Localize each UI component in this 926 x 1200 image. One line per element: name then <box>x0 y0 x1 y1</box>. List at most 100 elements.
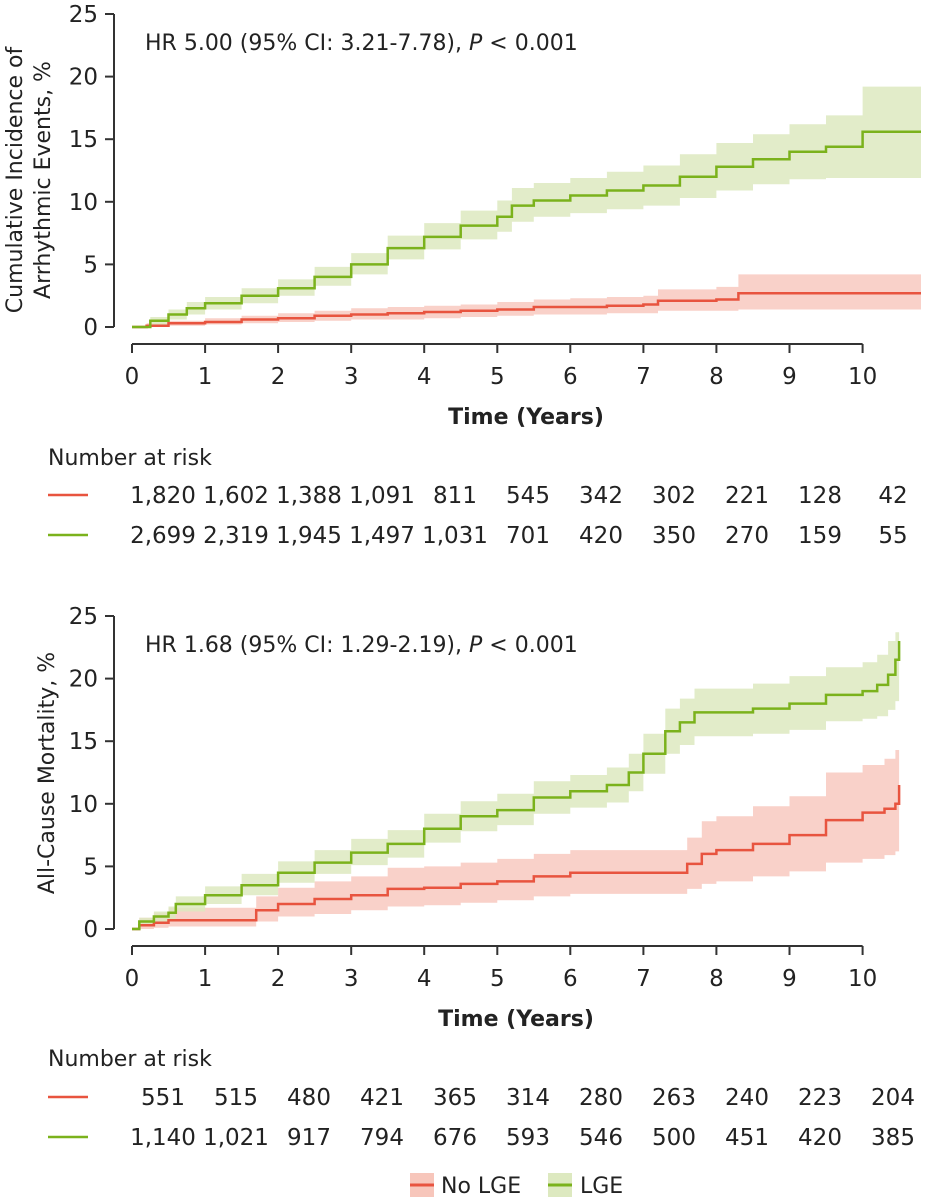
y-tick-label: 10 <box>69 190 98 216</box>
risk-count: 55 <box>878 523 907 549</box>
risk-count: 794 <box>360 1125 404 1151</box>
legend-label-lge: LGE <box>580 1174 623 1199</box>
risk-count: 365 <box>433 1085 477 1111</box>
x-tick-label: 2 <box>271 966 286 992</box>
risk-count: 420 <box>798 1125 842 1151</box>
y-tick-label: 5 <box>83 252 98 278</box>
x-axis-title: Time (Years) <box>448 405 604 430</box>
x-tick-label: 8 <box>709 966 724 992</box>
risk-count: 811 <box>433 483 477 509</box>
km-lines <box>132 130 921 329</box>
y-tick-label: 25 <box>69 2 98 28</box>
km-line-lge <box>132 130 921 329</box>
y-tick-label: 5 <box>83 854 98 880</box>
y-tick-label: 0 <box>83 917 98 943</box>
risk-count: 593 <box>506 1125 550 1151</box>
x-tick-label: 1 <box>198 364 213 390</box>
y-tick-label: 15 <box>69 127 98 153</box>
risk-table: 1,820 1,602 1,388 1,091 811 545 342 302 221 128 42… <box>48 483 908 549</box>
risk-count: 302 <box>652 483 696 509</box>
risk-table-title: Number at risk <box>48 446 212 471</box>
risk-count: 551 <box>141 1085 185 1111</box>
panel-all-cause-mortality: 0 5 10 15 20 25 0 1 2 3 4 5 6 7 8 9 10 All-Cause Mortali… <box>35 604 915 1151</box>
risk-count: 480 <box>287 1085 331 1111</box>
risk-count: 314 <box>506 1085 550 1111</box>
x-tick-label: 3 <box>344 364 359 390</box>
x-axis-title: Time (Years) <box>438 1007 594 1032</box>
risk-count: 1,388 <box>276 483 342 509</box>
risk-count: 451 <box>725 1125 769 1151</box>
x-tick-label: 4 <box>417 966 432 992</box>
x-tick-label: 3 <box>344 966 359 992</box>
risk-count: 500 <box>652 1125 696 1151</box>
tick-marks <box>105 13 864 353</box>
y-tick-label: 10 <box>69 792 98 818</box>
km-line-lge <box>132 641 901 931</box>
hazard-ratio-annotation: HR 5.00 (95% CI: 3.21-7.78), P < 0.001 <box>145 31 578 56</box>
y-axis-title-line-1: Cumulative Incidence of <box>3 46 28 314</box>
x-tick-label: 1 <box>198 966 213 992</box>
y-axis-title: All-Cause Mortality, % <box>35 652 60 894</box>
panel-arrhythmic-events: 0 5 10 15 20 25 0 1 2 3 4 5 6 7 8 9 10 Cumulative Incide… <box>3 2 921 549</box>
risk-count: 240 <box>725 1085 769 1111</box>
risk-count: 1,031 <box>422 523 488 549</box>
risk-count: 1,820 <box>130 483 196 509</box>
x-tick-label: 7 <box>636 966 651 992</box>
x-tick-label: 4 <box>417 364 432 390</box>
y-tick-label: 15 <box>69 729 98 755</box>
km-lines <box>132 641 901 931</box>
hazard-ratio-annotation: HR 1.68 (95% CI: 1.29-2.19), P < 0.001 <box>145 633 578 658</box>
risk-count: 159 <box>798 523 842 549</box>
x-tick-label: 0 <box>125 364 140 390</box>
risk-count: 1,602 <box>203 483 269 509</box>
risk-count: 515 <box>214 1085 258 1111</box>
risk-count: 676 <box>433 1125 477 1151</box>
x-tick-label: 5 <box>490 966 505 992</box>
x-tick-label: 5 <box>490 364 505 390</box>
x-tick-label: 9 <box>782 966 797 992</box>
risk-count: 2,319 <box>203 523 269 549</box>
risk-count: 280 <box>579 1085 623 1111</box>
x-tick-label: 6 <box>563 966 578 992</box>
x-tick-label: 10 <box>848 364 877 390</box>
risk-count: 204 <box>871 1085 915 1111</box>
tick-labels: 0 5 10 15 20 25 0 1 2 3 4 5 6 7 8 9 10 <box>69 604 878 992</box>
x-tick-label: 7 <box>636 364 651 390</box>
x-tick-label: 6 <box>563 364 578 390</box>
y-tick-label: 0 <box>83 315 98 341</box>
legend-label-no-lge: No LGE <box>441 1174 521 1199</box>
ci-band-lge <box>132 632 900 929</box>
risk-count: 421 <box>360 1085 404 1111</box>
km-line-no-lge <box>132 785 901 931</box>
y-tick-label: 25 <box>69 604 98 630</box>
risk-count: 1,140 <box>130 1125 196 1151</box>
tick-marks <box>105 615 864 955</box>
risk-count: 2,699 <box>130 523 196 549</box>
x-tick-label: 9 <box>782 364 797 390</box>
y-tick-label: 20 <box>69 667 98 693</box>
risk-count: 270 <box>725 523 769 549</box>
ci-bands <box>132 632 900 929</box>
risk-count: 701 <box>506 523 550 549</box>
risk-count: 545 <box>506 483 550 509</box>
ci-band-no-lge <box>132 274 921 327</box>
risk-count: 221 <box>725 483 769 509</box>
x-tick-label: 8 <box>709 364 724 390</box>
risk-count: 917 <box>287 1125 331 1151</box>
risk-table: 551 515 480 421 365 314 280 263 240 223 204 1,140 1,… <box>48 1085 915 1151</box>
legend: No LGE LGE <box>410 1173 623 1199</box>
risk-count: 263 <box>652 1085 696 1111</box>
risk-count: 342 <box>579 483 623 509</box>
ci-band-no-lge <box>132 734 900 929</box>
risk-count: 42 <box>878 483 907 509</box>
risk-count: 1,021 <box>203 1125 269 1151</box>
risk-count: 1,091 <box>349 483 415 509</box>
risk-count: 223 <box>798 1085 842 1111</box>
risk-count: 350 <box>652 523 696 549</box>
risk-count: 1,945 <box>276 523 342 549</box>
tick-labels: 0 5 10 15 20 25 0 1 2 3 4 5 6 7 8 9 10 <box>69 2 878 390</box>
risk-count: 128 <box>798 483 842 509</box>
x-tick-label: 10 <box>848 966 877 992</box>
risk-count: 546 <box>579 1125 623 1151</box>
